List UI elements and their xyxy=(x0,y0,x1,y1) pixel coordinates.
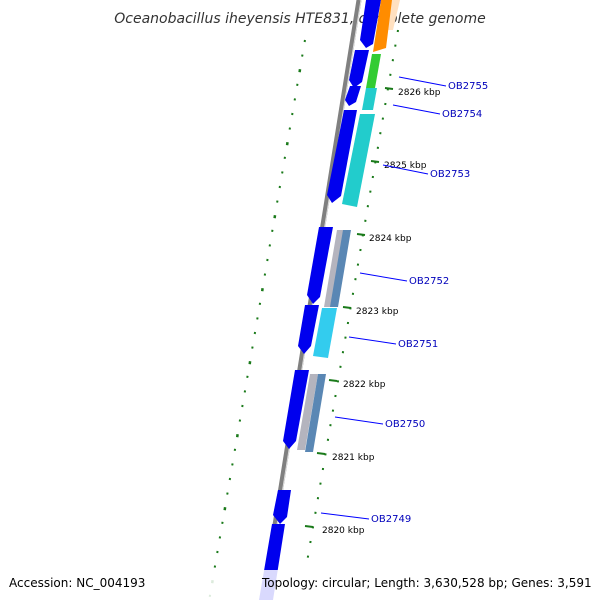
gene-name[interactable]: OB2752 xyxy=(409,276,449,287)
gene-name[interactable]: OB2755 xyxy=(448,81,488,92)
gene-label-ob2751[interactable]: OB2751 xyxy=(348,336,438,350)
cog-strip xyxy=(366,54,381,88)
topology-label: Topology: circular; Length: 3,630,528 bp… xyxy=(261,576,592,590)
kbp-label: 2823 kbp xyxy=(356,307,399,317)
map-title: Oceanobacillus iheyensis HTE831, complet… xyxy=(114,11,485,27)
kbp-label: 2825 kbp xyxy=(384,161,427,171)
kbp-label: 2822 kbp xyxy=(343,380,386,390)
cog-strip xyxy=(297,374,318,450)
feature-tracks xyxy=(259,0,400,600)
cog-strip xyxy=(330,230,351,307)
kbp-tick: 2826 kbp xyxy=(384,87,441,98)
gene-name[interactable]: OB2749 xyxy=(371,514,411,525)
gene-name[interactable]: OB2753 xyxy=(430,169,470,180)
kbp-tick: 2823 kbp xyxy=(342,306,399,317)
gene-label-ob2754[interactable]: OB2754 xyxy=(392,104,482,120)
gene-name[interactable]: OB2751 xyxy=(398,339,438,350)
kbp-label: 2824 kbp xyxy=(369,234,412,244)
gene-arrow xyxy=(349,50,369,88)
kbp-tick: 2824 kbp xyxy=(356,233,412,244)
gene-label-ob2753[interactable]: OB2753 xyxy=(382,164,470,180)
cog-strip xyxy=(305,374,326,452)
gene-arrow xyxy=(345,86,361,106)
gene-arrow xyxy=(360,0,381,48)
kbp-tick: 2822 kbp xyxy=(328,379,386,390)
accession-label: Accession: NC_004193 xyxy=(9,576,145,590)
kbp-label: 2826 kbp xyxy=(398,88,441,98)
cog-strip xyxy=(362,88,377,110)
cog-strip xyxy=(342,114,375,207)
gene-label-ob2755[interactable]: OB2755 xyxy=(398,76,488,92)
gene-label-ob2750[interactable]: OB2750 xyxy=(334,416,425,430)
gene-name[interactable]: OB2750 xyxy=(385,419,425,430)
gene-arrow xyxy=(283,370,309,449)
kbp-tick: 2820 kbp xyxy=(304,525,365,536)
gene-arrow xyxy=(298,305,319,354)
kbp-label: 2821 kbp xyxy=(332,453,375,463)
cog-strip xyxy=(313,308,337,358)
gene-label-ob2749[interactable]: OB2749 xyxy=(320,512,411,525)
gene-name[interactable]: OB2754 xyxy=(442,109,482,120)
gene-label-ob2752[interactable]: OB2752 xyxy=(359,272,449,287)
kbp-tick: 2821 kbp xyxy=(316,452,375,463)
gene-arrow xyxy=(327,110,357,203)
cog-strip xyxy=(324,230,344,307)
kbp-label: 2820 kbp xyxy=(322,526,365,536)
kbp-tick: 2825 kbp xyxy=(370,160,427,171)
footer-background xyxy=(0,570,600,600)
gene-arrow xyxy=(273,490,291,524)
cog-strip xyxy=(373,0,392,52)
gene-arrow xyxy=(307,227,333,304)
